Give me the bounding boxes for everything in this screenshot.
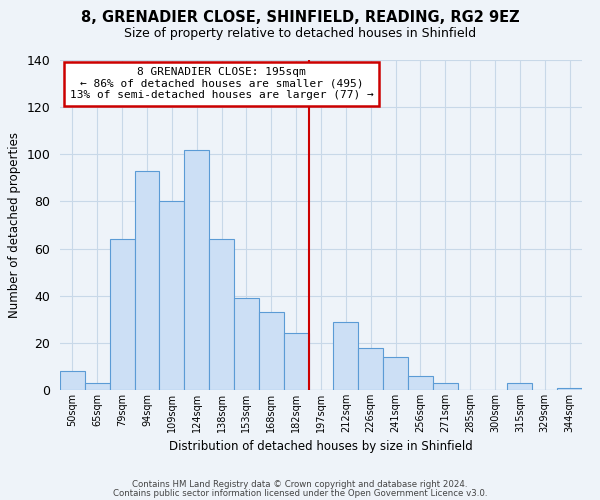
Bar xyxy=(408,376,433,390)
Bar xyxy=(209,239,234,390)
Bar xyxy=(383,357,408,390)
Text: Contains HM Land Registry data © Crown copyright and database right 2024.: Contains HM Land Registry data © Crown c… xyxy=(132,480,468,489)
Text: 8, GRENADIER CLOSE, SHINFIELD, READING, RG2 9EZ: 8, GRENADIER CLOSE, SHINFIELD, READING, … xyxy=(80,10,520,25)
Bar xyxy=(284,334,308,390)
Bar xyxy=(184,150,209,390)
Bar xyxy=(134,171,160,390)
Bar xyxy=(160,202,184,390)
Text: Contains public sector information licensed under the Open Government Licence v3: Contains public sector information licen… xyxy=(113,488,487,498)
Bar xyxy=(259,312,284,390)
X-axis label: Distribution of detached houses by size in Shinfield: Distribution of detached houses by size … xyxy=(169,440,473,454)
Bar xyxy=(358,348,383,390)
Text: Size of property relative to detached houses in Shinfield: Size of property relative to detached ho… xyxy=(124,28,476,40)
Text: 8 GRENADIER CLOSE: 195sqm
← 86% of detached houses are smaller (495)
13% of semi: 8 GRENADIER CLOSE: 195sqm ← 86% of detac… xyxy=(70,67,373,100)
Bar xyxy=(433,383,458,390)
Y-axis label: Number of detached properties: Number of detached properties xyxy=(8,132,21,318)
Bar xyxy=(557,388,582,390)
Bar xyxy=(85,383,110,390)
Bar xyxy=(110,239,134,390)
Bar xyxy=(334,322,358,390)
Bar xyxy=(234,298,259,390)
Bar xyxy=(60,371,85,390)
Bar xyxy=(508,383,532,390)
